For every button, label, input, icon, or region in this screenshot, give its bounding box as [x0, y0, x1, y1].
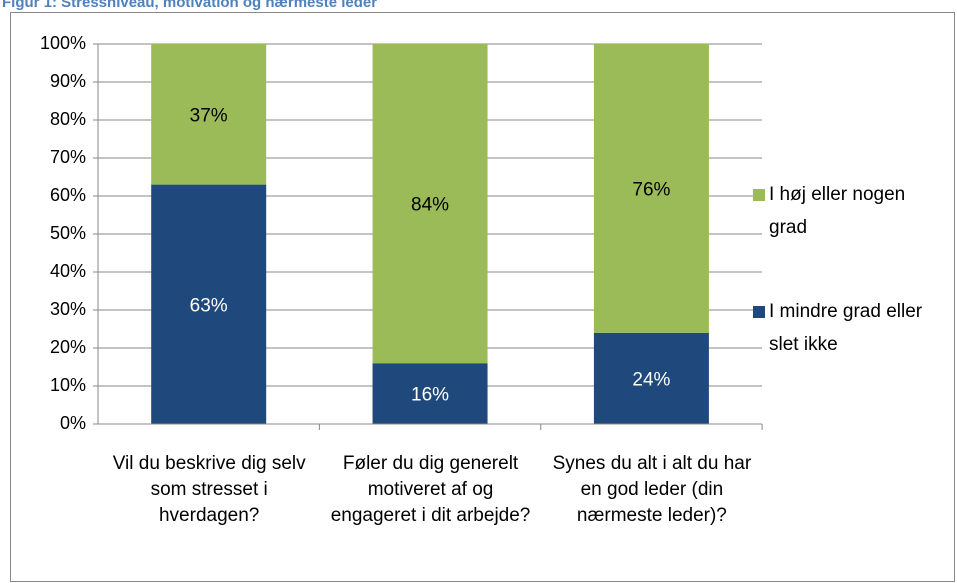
bar-segment [593, 332, 709, 424]
data-label: 76% [632, 179, 670, 200]
data-label: 63% [190, 295, 228, 316]
y-tick-label: 100% [40, 33, 86, 53]
y-tick-label: 90% [50, 71, 86, 91]
x-tick-label: Synes du alt i alt du har en god leder (… [552, 453, 752, 526]
bar-segment [151, 184, 267, 424]
y-tick-label: 30% [50, 299, 86, 319]
y-tick-label: 40% [50, 261, 86, 281]
y-tick-label: 80% [50, 109, 86, 129]
chart-title: Figur 1: Stressniveau, motivation og nær… [2, 0, 377, 11]
x-tick-label: Føler du dig generelt motiveret af og en… [330, 453, 531, 526]
data-label: 16% [411, 385, 449, 406]
y-tick-label: 60% [50, 185, 86, 205]
y-tick-label: 10% [50, 375, 86, 395]
x-tick-label: Vil du beskrive dig selv som stresset i … [112, 453, 306, 526]
y-tick-label: 20% [50, 337, 86, 357]
y-tick-label: 50% [50, 223, 86, 243]
bar-segment [372, 44, 488, 364]
legend-swatch [753, 306, 765, 318]
legend-swatch [753, 189, 765, 201]
legend-label: I mindre grad eller slet ikke [769, 301, 923, 355]
y-tick-label: 70% [50, 147, 86, 167]
data-label: 84% [411, 195, 449, 216]
data-label: 24% [632, 369, 670, 390]
y-tick-label: 0% [60, 413, 86, 433]
bar-segment [151, 44, 267, 185]
bar-segment [372, 363, 488, 424]
legend-label: I høj eller nogen grad [769, 184, 906, 238]
bar-segment [593, 44, 709, 333]
data-label: 37% [190, 105, 228, 126]
